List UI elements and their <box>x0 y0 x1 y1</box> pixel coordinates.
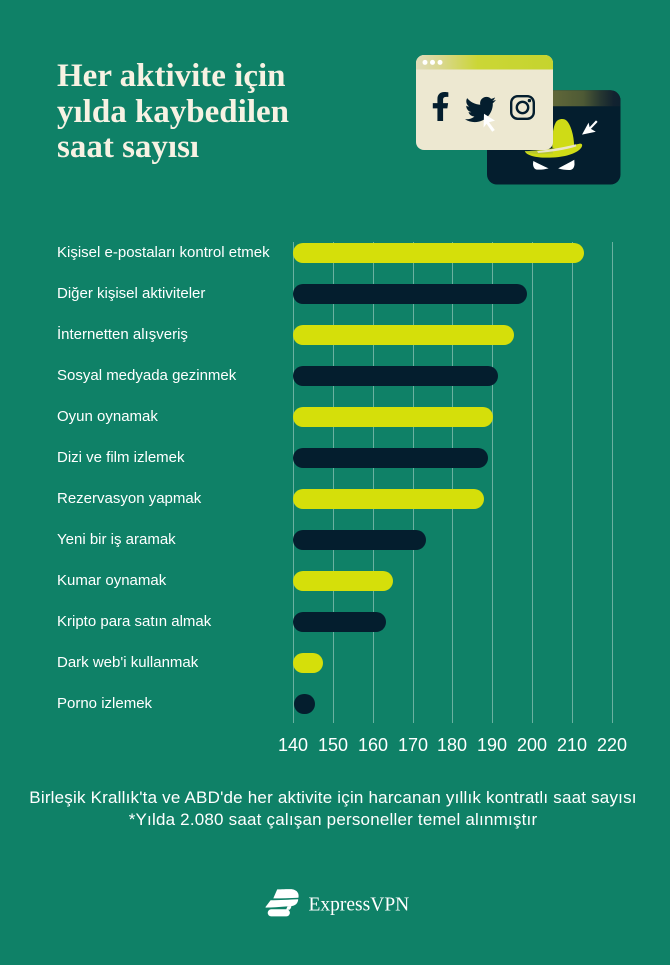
svg-text:ExpressVPN: ExpressVPN <box>309 894 410 915</box>
